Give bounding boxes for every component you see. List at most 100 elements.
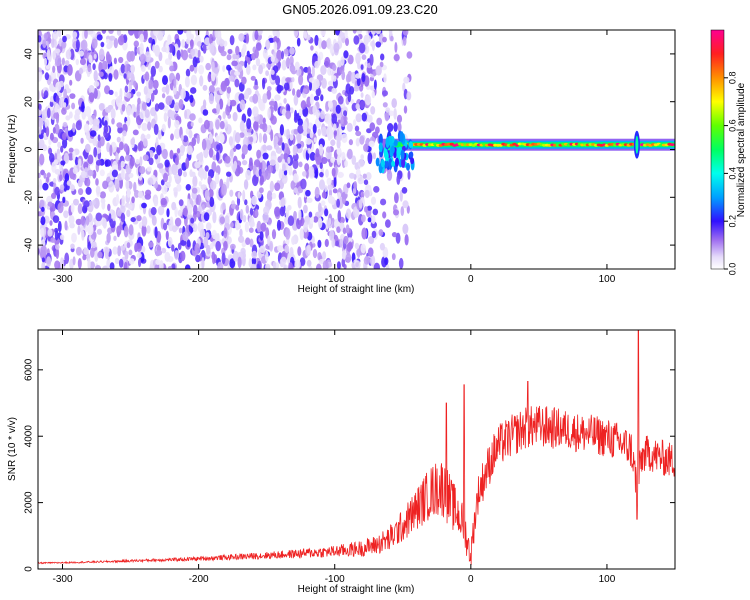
spectrogram-noise-cell xyxy=(259,187,264,194)
spectrogram-noise-cell xyxy=(308,211,313,218)
spectrogram-noise-cell xyxy=(279,124,284,136)
spectrogram-noise-cell xyxy=(293,211,297,218)
spectrogram-noise-cell xyxy=(101,200,106,210)
snr-y-label: SNR (10 * v/v) xyxy=(7,417,18,481)
spectrogram-noise-cell xyxy=(358,42,366,54)
spectrogram-noise-cell xyxy=(50,237,56,243)
spectrogram-onset-blob xyxy=(390,145,395,154)
spectrogram-noise-cell xyxy=(80,170,87,179)
spectrogram-noise-cell xyxy=(162,148,168,160)
spectrogram-noise-cell xyxy=(350,71,356,84)
spectrogram-noise-cell xyxy=(379,242,385,251)
spectrogram-noise-cell xyxy=(371,215,376,224)
spectrogram-noise-cell xyxy=(130,64,136,74)
spectrogram-noise-cell xyxy=(207,73,212,83)
spectrogram-noise-cell xyxy=(343,120,348,126)
spectrogram-noise-cell xyxy=(87,64,92,73)
spectrogram-noise-cell xyxy=(109,144,113,157)
spectrogram-noise-cell xyxy=(122,130,127,137)
spectrogram-noise-cell xyxy=(150,107,157,117)
spectrogram-noise-cell xyxy=(375,126,380,134)
spectrogram-noise-cell xyxy=(343,110,348,117)
spectrogram-noise-cell xyxy=(88,92,95,103)
spectrogram-noise-cell xyxy=(345,208,352,219)
spectrogram-noise-cell xyxy=(370,254,376,267)
spectrogram-noise-cell xyxy=(161,46,167,53)
spectrogram-noise-cell xyxy=(143,85,148,95)
spectrogram-noise-cell xyxy=(144,71,150,82)
spectrogram-signal-layer xyxy=(375,130,675,174)
spectrogram-noise-cell xyxy=(38,90,41,101)
spectrogram-noise-cell xyxy=(197,41,202,47)
spectrogram-noise-cell xyxy=(258,64,263,75)
spectrogram-noise-cell xyxy=(201,204,205,210)
spectrogram-noise-cell xyxy=(361,72,366,83)
spectrogram-noise-cell xyxy=(53,182,57,189)
spectrogram-noise-cell xyxy=(275,75,281,86)
spectrogram-noise-cell xyxy=(70,243,75,249)
spectrogram-noise-cell xyxy=(188,129,193,139)
spectrogram-noise-cell xyxy=(214,233,220,242)
spectrogram-noise-cell xyxy=(60,160,66,166)
spectrogram-noise-cell xyxy=(96,228,102,235)
spectrogram-noise-cell xyxy=(85,131,91,141)
spectrogram-noise-cell xyxy=(244,221,249,233)
spectrogram-noise-cell xyxy=(388,110,394,117)
spectrogram-noise-cell xyxy=(355,103,360,110)
spectrogram-noise-cell xyxy=(127,72,135,79)
spectrogram-noise-cell xyxy=(248,257,252,268)
spectrogram-noise-cell xyxy=(204,165,209,172)
spectrogram-noise-cell xyxy=(87,154,94,165)
spectrogram-noise-cell xyxy=(296,37,301,47)
spectrogram-noise-cell xyxy=(133,40,139,48)
spectrogram-noise-cell xyxy=(124,250,129,260)
spectrogram-noise-cell xyxy=(225,124,232,135)
spectrogram-noise-cell xyxy=(232,53,238,60)
spectrogram-noise-cell xyxy=(283,98,287,104)
spectrogram-noise-cell xyxy=(46,48,51,61)
spectrogram-noise-cell xyxy=(217,30,222,40)
colorbar-ticks: 0.0 0.2 0.4 0.6 0.8 xyxy=(724,72,737,275)
spectrogram-noise-cell xyxy=(115,151,119,164)
spectrogram-noise-cell xyxy=(181,49,189,61)
spectrogram-noise-cell xyxy=(370,196,377,205)
spectrogram-noise-cell xyxy=(83,247,90,255)
spectrogram-noise-cell xyxy=(252,135,257,143)
spectrogram-noise-cell xyxy=(348,241,353,250)
spectrogram-noise-cell xyxy=(317,55,321,66)
spectrogram-noise-cell xyxy=(106,232,111,244)
spectrogram-noise-cell xyxy=(73,198,79,206)
spectrogram-noise-cell xyxy=(202,109,209,116)
spectrogram-noise-cell xyxy=(87,224,94,236)
spectrogram-noise-cell xyxy=(97,251,103,259)
spectrogram-noise-cell xyxy=(72,31,78,39)
spectrogram-noise-cell xyxy=(367,217,372,223)
spectrogram-noise-cell xyxy=(317,217,323,229)
spectrogram-noise-cell xyxy=(165,230,169,241)
spectrogram-noise-cell xyxy=(356,248,361,259)
spectrogram-noise-cell xyxy=(191,187,198,194)
spectrogram-noise-cell xyxy=(106,142,111,153)
spectrogram-noise-cell xyxy=(64,60,70,66)
spectrogram-noise-cell xyxy=(54,186,60,196)
spectrogram-noise-cell xyxy=(306,244,311,255)
spectrogram-noise-cell xyxy=(344,30,348,39)
spectrogram-noise-cell xyxy=(62,35,67,43)
spectrogram-noise-cell xyxy=(252,64,257,71)
spectrogram-noise-cell xyxy=(128,258,135,265)
spectrogram-noise-cell xyxy=(280,153,284,160)
spectrogram-noise-cell xyxy=(375,65,382,76)
spectrogram-noise-cell xyxy=(152,79,159,89)
spectrogram-noise-cell xyxy=(68,130,74,138)
spectrogram-noise-cell xyxy=(265,39,271,50)
spectrogram-noise-cell xyxy=(55,95,60,104)
spectrogram-noise-cell xyxy=(404,234,409,246)
spectrogram-noise-cell xyxy=(347,148,353,160)
spectrogram-signal-core xyxy=(670,143,675,147)
spectrogram-noise-cell xyxy=(199,168,204,176)
spectrogram-noise-cell xyxy=(128,172,134,179)
spectrogram-noise-cell xyxy=(230,222,234,228)
spectrogram-noise-cell xyxy=(309,151,316,161)
spectrogram-noise-cell xyxy=(328,80,334,87)
spectrogram-noise-cell xyxy=(132,129,139,136)
